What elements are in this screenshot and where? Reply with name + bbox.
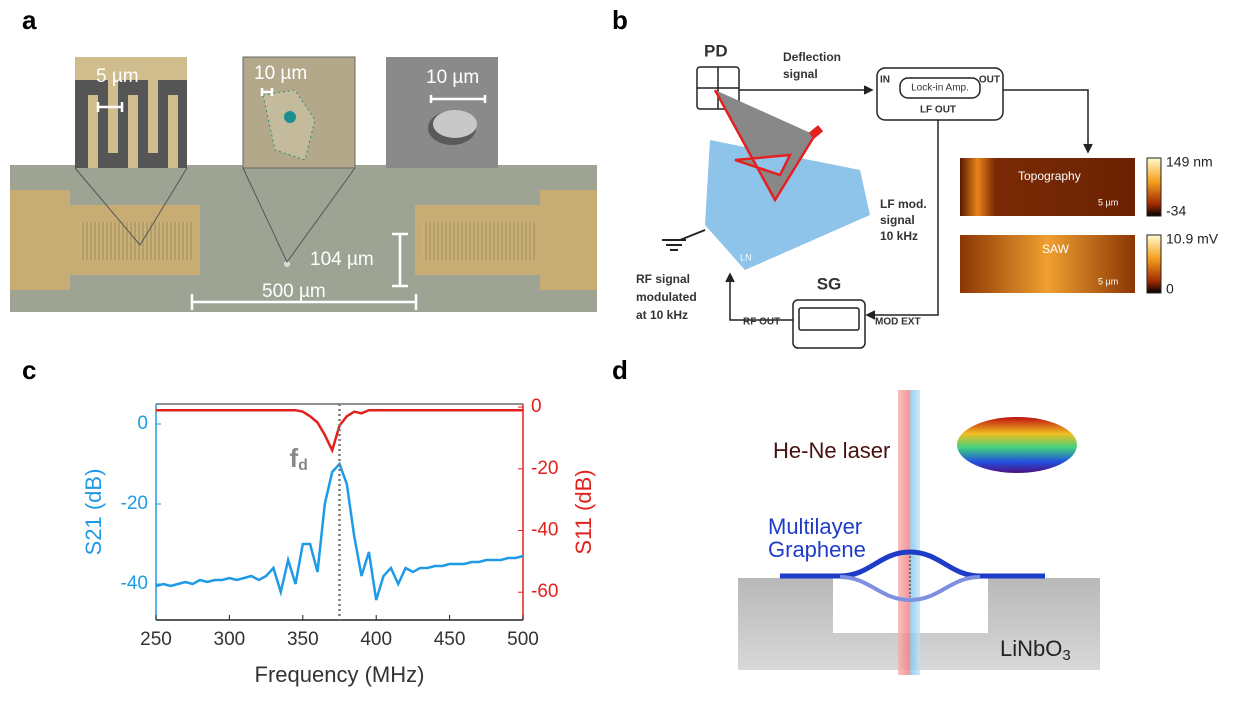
label: at 10 kHz <box>636 308 688 322</box>
label: RF OUT <box>743 317 780 328</box>
colorbar <box>1147 235 1161 293</box>
colorbar-label: 149 nm <box>1166 154 1213 170</box>
colorbar-label: -34 <box>1166 203 1186 219</box>
device-image <box>10 57 597 312</box>
label: Graphene <box>768 537 866 562</box>
label: LiNbO3 <box>1000 636 1071 664</box>
scale-bar-label: 5 µm <box>96 66 139 87</box>
y-tick-label: 0 <box>137 413 148 434</box>
label: Multilayer <box>768 514 862 539</box>
scale-bar-label: 5 µm <box>1098 197 1118 207</box>
y2-axis-label: S11 (dB) <box>571 469 596 554</box>
label: modulated <box>636 290 697 304</box>
map-title: SAW <box>1042 242 1070 256</box>
label: OUT <box>979 75 1000 86</box>
x-tick-label: 500 <box>507 629 539 650</box>
figure: a b c d 5 µm 10 µm 10 µm 104 µm 500 µm P… <box>0 0 1249 696</box>
label: He-Ne laser <box>773 438 890 463</box>
y-tick-label: -40 <box>121 573 148 594</box>
scale-bar-label: 10 µm <box>254 63 307 84</box>
label: SG <box>817 274 842 293</box>
colorbar-label: 10.9 mV <box>1166 231 1219 247</box>
label: 3 <box>1062 647 1070 664</box>
panel-label: d <box>612 355 628 385</box>
x-tick-label: 300 <box>214 629 246 650</box>
label: signal <box>783 67 818 81</box>
scale-bar-label: 10 µm <box>426 67 479 88</box>
panel-label: b <box>612 5 628 35</box>
label: Lock-in Amp. <box>911 83 969 94</box>
label: 10 kHz <box>880 229 918 243</box>
y2-tick-label: -40 <box>531 520 558 541</box>
chart: 250 300 350 400 450 500 -40 -20 0 -60 -40 -20 0 Frequ… <box>81 396 596 687</box>
y2-tick-label: 0 <box>531 396 542 417</box>
label: PD <box>704 41 728 60</box>
colorbar <box>1147 158 1161 216</box>
x-tick-label: 250 <box>140 629 172 650</box>
x-axis-label: Frequency (MHz) <box>255 662 425 687</box>
length-label: 500 µm <box>262 281 326 302</box>
label: RF signal <box>636 272 690 286</box>
marker-label: d <box>298 457 308 474</box>
x-tick-label: 450 <box>434 629 466 650</box>
label: LiNbO <box>1000 636 1062 661</box>
y2-tick-label: -20 <box>531 458 558 479</box>
panel-label: c <box>22 355 36 385</box>
gap-label: 104 µm <box>310 249 374 270</box>
label: MOD EXT <box>875 317 921 328</box>
x-tick-label: 350 <box>287 629 319 650</box>
scale-bar-label: 5 µm <box>1098 276 1118 286</box>
ground <box>662 230 705 250</box>
x-tick-label: 400 <box>360 629 392 650</box>
label: Deflection <box>783 50 841 64</box>
y2-tick-label: -60 <box>531 581 558 602</box>
marker-label: f <box>290 443 299 473</box>
marker-label: fd <box>290 443 308 474</box>
panel-label: a <box>22 5 37 35</box>
label: IN <box>880 75 890 86</box>
map-title: Topography <box>1018 169 1081 183</box>
y-axis-label: S21 (dB) <box>81 469 106 556</box>
y-tick-label: -20 <box>121 493 148 514</box>
colorbar-label: 0 <box>1166 281 1174 297</box>
label: LF mod. <box>880 197 927 211</box>
label: LF OUT <box>920 105 956 116</box>
label: signal <box>880 213 915 227</box>
label: LN <box>740 252 752 262</box>
